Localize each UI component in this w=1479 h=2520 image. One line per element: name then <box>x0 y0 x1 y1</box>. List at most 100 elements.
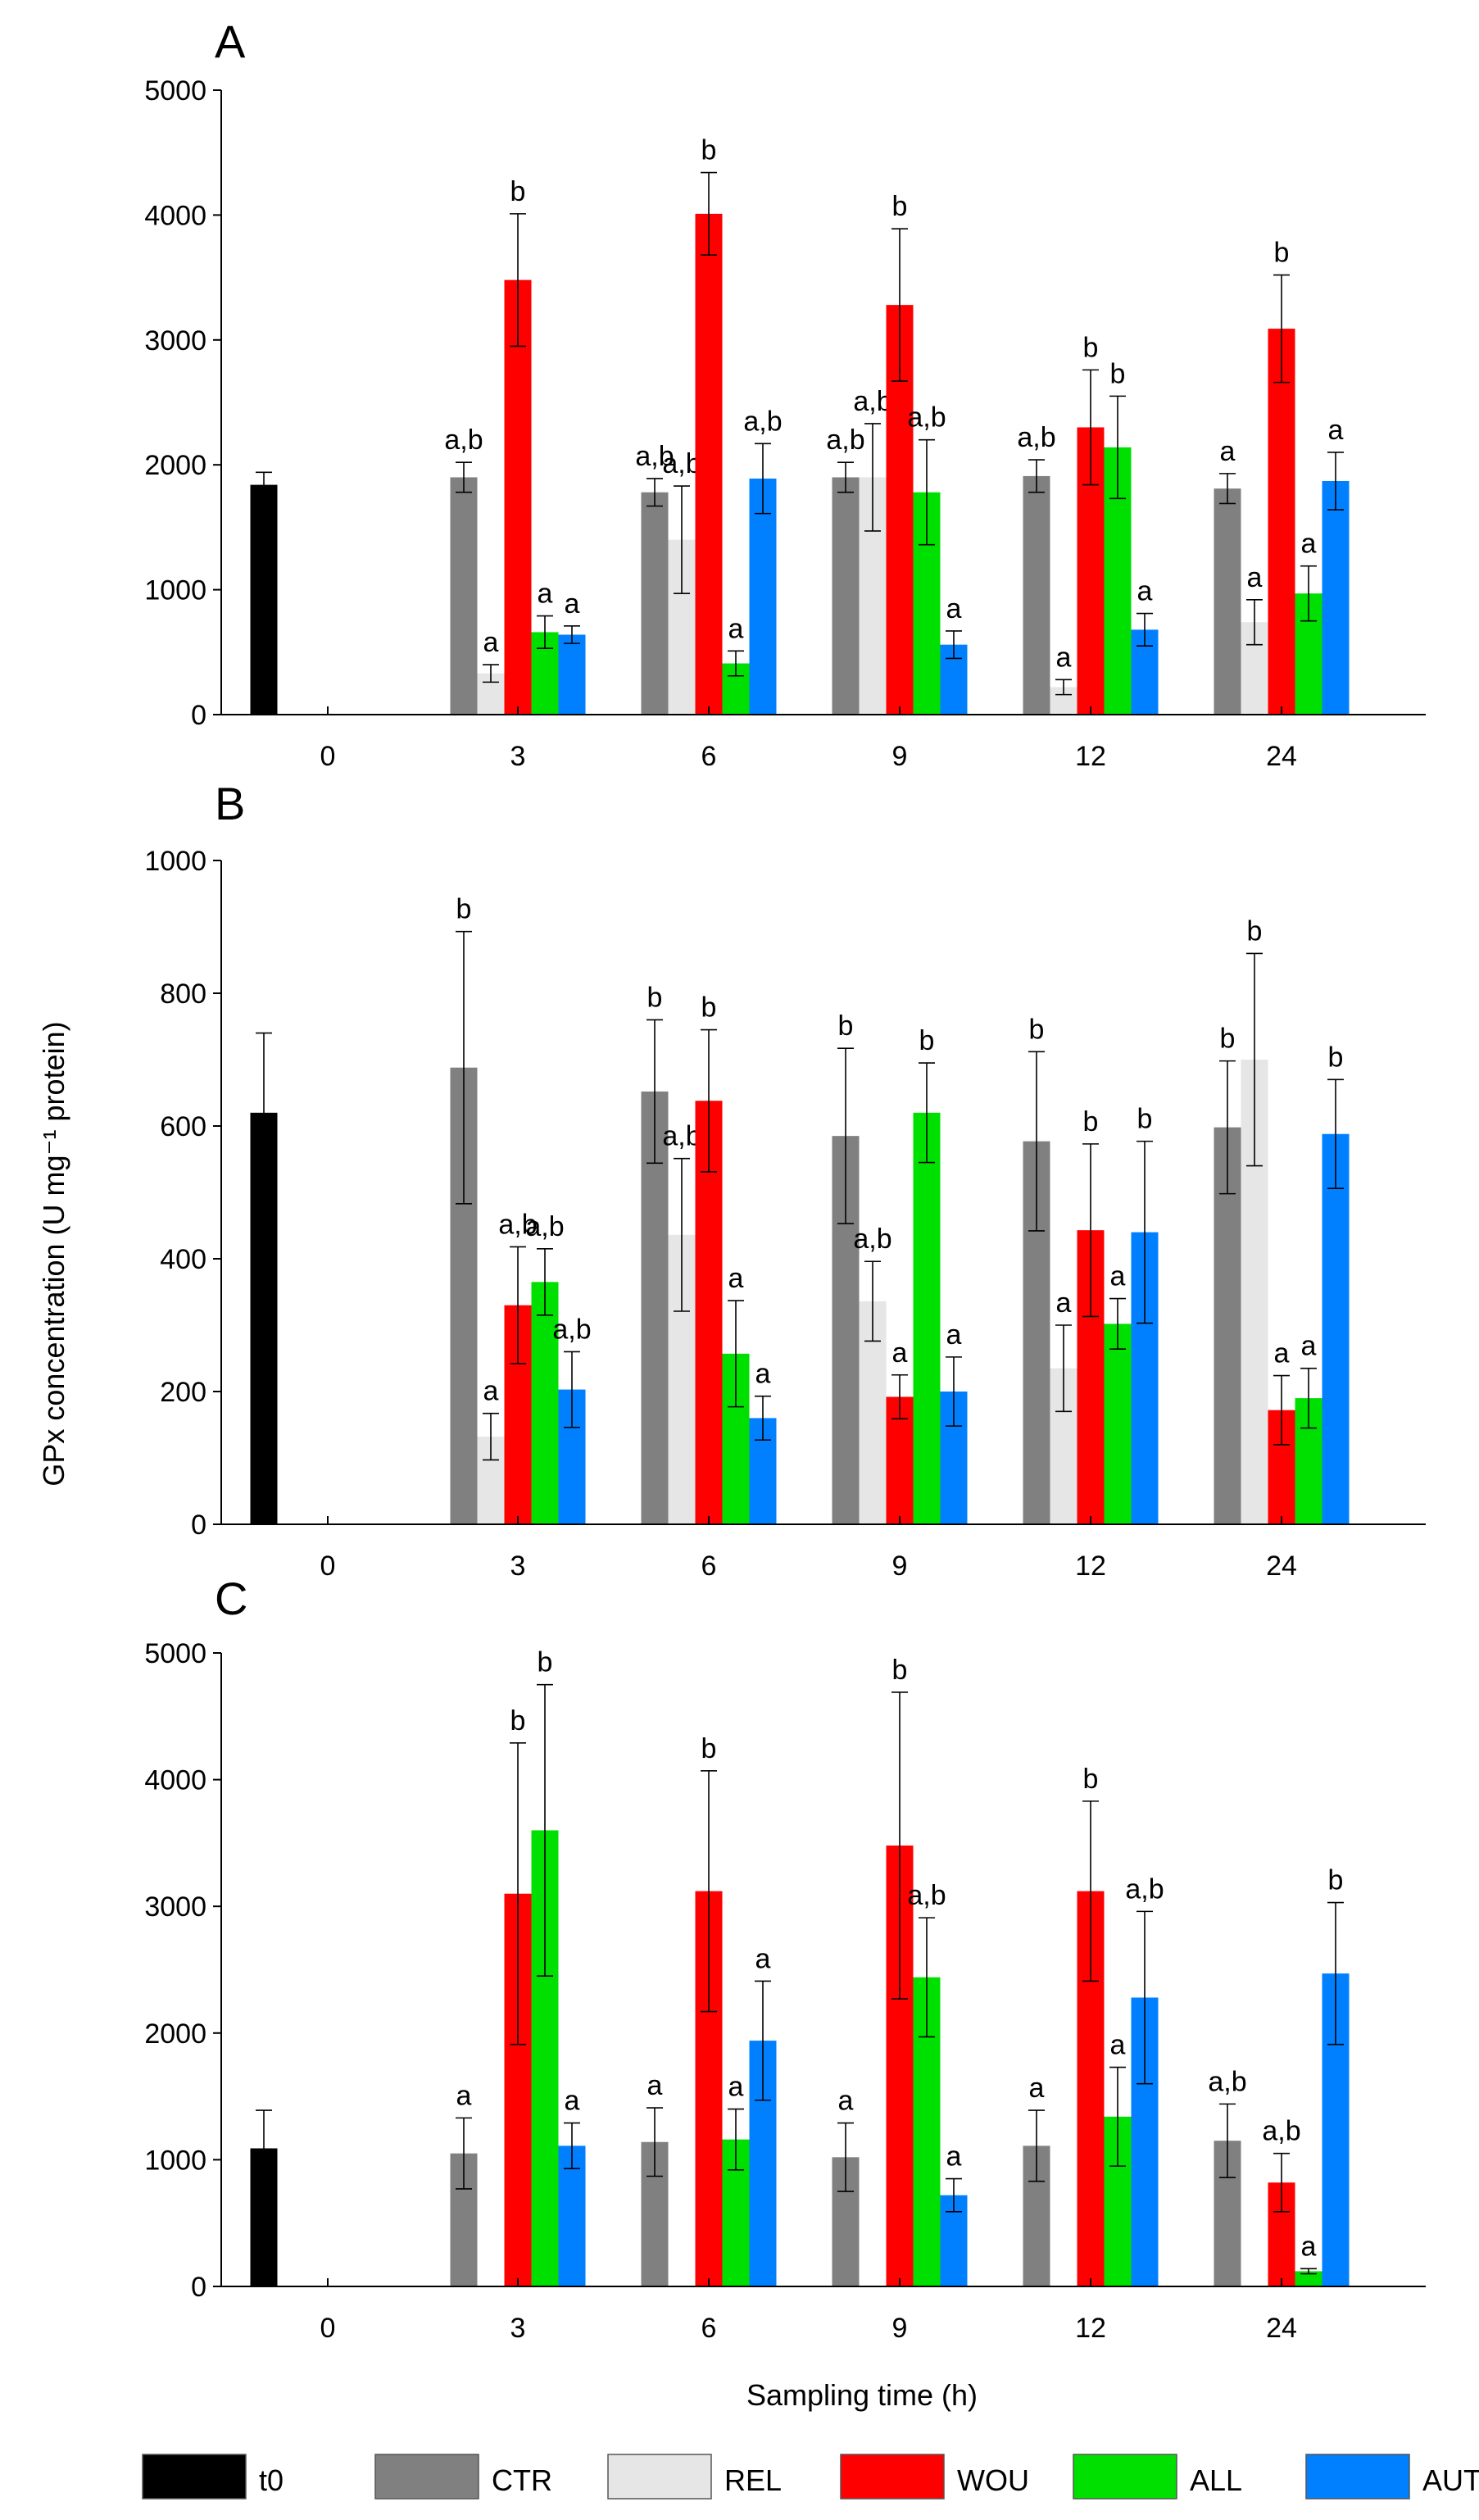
significance-label: a <box>456 2080 472 2111</box>
error-bar <box>1055 1324 1072 1413</box>
bar-ctr-12 <box>1023 475 1050 715</box>
x-tick-label: 24 <box>1266 741 1297 772</box>
error-bar <box>1219 2103 1236 2178</box>
significance-label: a,b <box>1208 2066 1246 2097</box>
error-bar <box>864 1260 881 1342</box>
significance-label: a <box>1328 415 1344 446</box>
bar-aut-6 <box>749 478 777 715</box>
significance-label: a <box>1301 1331 1317 1362</box>
y-axis-title: GPx concentration (U mg⁻¹ protein) <box>37 1021 70 1486</box>
significance-label: b <box>1083 332 1099 363</box>
significance-label: b <box>510 176 526 207</box>
bar-ctr-24 <box>1214 488 1241 715</box>
error-bar <box>755 1395 771 1441</box>
legend-swatch <box>142 2454 247 2500</box>
significance-label: a <box>1220 436 1236 467</box>
y-tick-label: 4000 <box>144 200 206 231</box>
error-bar <box>1028 459 1045 493</box>
significance-label: a,b <box>662 448 701 479</box>
error-bar <box>1273 1374 1290 1446</box>
error-bar <box>728 1300 744 1408</box>
error-bar <box>646 478 663 507</box>
error-bar <box>701 1769 717 2013</box>
error-bar <box>537 1248 553 1316</box>
significance-label: b <box>1137 1104 1153 1135</box>
error-bar <box>891 228 908 382</box>
bar-all-9 <box>913 1112 941 1524</box>
error-bar <box>919 438 935 546</box>
error-bar <box>256 1032 272 1193</box>
error-bar <box>1300 1367 1317 1429</box>
significance-label: a <box>1301 529 1317 560</box>
error-bar <box>1028 1051 1045 1232</box>
error-bar <box>1219 473 1236 505</box>
error-bar <box>537 615 553 650</box>
x-tick-label: 9 <box>892 741 908 772</box>
significance-label: a <box>565 588 580 620</box>
x-tick-label: 0 <box>320 2313 336 2344</box>
error-bar <box>864 423 881 532</box>
x-tick-label: 24 <box>1266 1551 1297 1582</box>
error-bar <box>728 650 744 677</box>
error-bar <box>837 461 854 493</box>
significance-label: a <box>946 2141 962 2173</box>
significance-label: a <box>483 627 499 658</box>
bar-aut-24 <box>1322 481 1350 715</box>
error-bar <box>1246 598 1263 646</box>
bar-wou-3 <box>504 279 532 715</box>
legend-item-t0: t0 <box>142 2454 284 2500</box>
significance-label: b <box>701 135 717 166</box>
error-bar <box>1109 395 1126 500</box>
error-bar <box>755 443 771 515</box>
y-tick-label: 3000 <box>144 1891 206 1923</box>
legend: t0 CTR REL WOU ALL AUT <box>142 2454 1479 2500</box>
error-bar <box>510 1246 526 1364</box>
significance-label: b <box>1083 1106 1099 1137</box>
error-bar <box>456 2117 472 2190</box>
error-bar <box>646 2107 663 2177</box>
error-bar <box>891 1374 908 1420</box>
significance-label: b <box>1220 1024 1236 1055</box>
x-tick-label: 9 <box>892 2313 908 2344</box>
bar-all-3 <box>531 1282 559 1524</box>
significance-label: a <box>1056 642 1072 673</box>
error-bar <box>1273 274 1290 384</box>
significance-label: a <box>946 593 962 624</box>
error-bar <box>1082 1143 1099 1318</box>
x-tick-label: 3 <box>510 741 526 772</box>
significance-label: b <box>919 1025 935 1056</box>
error-bar <box>701 171 717 256</box>
error-bar <box>646 1019 663 1165</box>
significance-label: b <box>1083 1764 1099 1795</box>
bar-all-24 <box>1295 2271 1322 2286</box>
significance-label: a <box>565 2086 580 2117</box>
significance-label: a,b <box>907 1880 946 1911</box>
significance-label: a <box>728 1263 744 1294</box>
error-bar <box>483 1412 499 1461</box>
x-axis-title: Sampling time (h) <box>746 2378 978 2412</box>
x-tick-label: 0 <box>320 741 336 772</box>
legend-swatch <box>374 2454 479 2500</box>
panel-letter: B <box>215 778 245 829</box>
significance-label: a,b <box>743 406 782 437</box>
error-bar <box>1136 612 1153 647</box>
significance-label: b <box>838 1010 854 1042</box>
y-tick-label: 0 <box>191 700 206 731</box>
significance-label: b <box>1110 358 1126 389</box>
error-bar <box>946 2177 962 2213</box>
significance-label: b <box>701 992 717 1024</box>
panel-letter: C <box>215 1573 247 1624</box>
y-tick-label: 1000 <box>144 846 206 877</box>
significance-label: a <box>1110 1261 1126 1292</box>
legend-label: ALL <box>1190 2463 1242 2497</box>
error-bar <box>1109 2066 1126 2167</box>
error-bar <box>1246 952 1263 1167</box>
significance-label: a,b <box>853 386 891 417</box>
significance-label: a <box>1029 2073 1045 2104</box>
x-tick-label: 12 <box>1075 2313 1106 2344</box>
error-bar <box>1082 1800 1099 1982</box>
x-tick-label: 6 <box>701 741 717 772</box>
legend-item-wou: WOU <box>840 2454 1029 2500</box>
